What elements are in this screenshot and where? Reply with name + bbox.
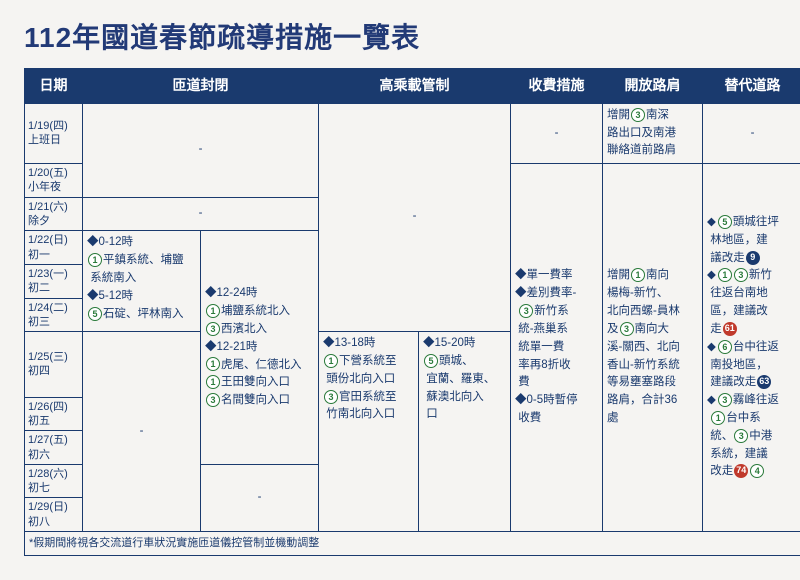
ramp-left-0125-0129: - (83, 332, 201, 532)
badge-1: 1 (711, 411, 725, 425)
badge-3: 3 (519, 304, 533, 318)
date-0126: 1/26(四) 初五 (25, 397, 83, 431)
badge-3: 3 (734, 268, 748, 282)
badge-1: 1 (206, 357, 220, 371)
ramp-left-0122-0124: ◆0-12時 1平鎮系統、埔鹽 系統南入 ◆5-12時 5石碇、坪林南入 (83, 231, 201, 332)
date-0120: 1/20(五) 小年夜 (25, 164, 83, 198)
col-date: 日期 (25, 69, 83, 104)
badge-1: 1 (206, 375, 220, 389)
badge-1: 1 (324, 354, 338, 368)
page-title: 112年國道春節疏導措施一覽表 (24, 16, 776, 56)
badge-3: 3 (206, 322, 220, 336)
footnote: *假期間將視各交流道行車狀況實施匝道儀控管制並機動調整 (25, 532, 800, 556)
badge-3: 3 (620, 322, 634, 336)
date-0125: 1/25(三) 初四 (25, 332, 83, 398)
toll-0119: - (511, 103, 603, 163)
date-0121: 1/21(六) 除夕 (25, 197, 83, 231)
date-0123: 1/23(一) 初二 (25, 264, 83, 298)
badge-3: 3 (631, 108, 645, 122)
date-0124: 1/24(二) 初三 (25, 298, 83, 332)
schedule-table: 日期 匝道封閉 高乘載管制 收費措施 開放路肩 替代道路 1/19(四) 上班日… (24, 68, 800, 556)
badge-9: 9 (746, 251, 760, 265)
badge-1: 1 (206, 304, 220, 318)
date-0119: 1/19(四) 上班日 (25, 103, 83, 163)
col-shoulder: 開放路肩 (603, 69, 703, 104)
badge-3: 3 (206, 393, 220, 407)
hov-0119-0124: - (319, 103, 511, 331)
col-ramp: 匝道封閉 (83, 69, 319, 104)
badge-1: 1 (631, 268, 645, 282)
badge-3: 3 (734, 429, 748, 443)
badge-3: 3 (718, 393, 732, 407)
alt-0120-0129: ◆5頭城往坪 林地區，建 議改走9 ◆13新竹 往返台南地 區，建議改 走61 … (703, 164, 800, 532)
badge-5: 5 (88, 307, 102, 321)
alt-0119: - (703, 103, 800, 163)
ramp-0119-0120: - (83, 103, 319, 197)
toll-0120-0129: ◆單一費率 ◆差別費率- 3新竹系 統-燕巢系 統單一費 率再8折收 費 ◆0-… (511, 164, 603, 532)
shoulder-0120-0129: 增開1南向 楊梅-新竹、 北向西螺-員林 及3南向大 溪-關西、北向 香山-新竹… (603, 164, 703, 532)
ramp-right-0122-0127: ◆12-24時 1埔鹽系統北入 3西濱北入 ◆12-21時 1虎尾、仁德北入 1… (201, 231, 319, 465)
shoulder-0119: 增開3南深 路出口及南港 聯絡道前路肩 (603, 103, 703, 163)
badge-61: 61 (723, 322, 737, 336)
date-0128: 1/28(六) 初七 (25, 464, 83, 498)
badge-1: 1 (88, 253, 102, 267)
ramp-0121: - (83, 197, 319, 231)
col-alt: 替代道路 (703, 69, 800, 104)
col-toll: 收費措施 (511, 69, 603, 104)
badge-5: 5 (424, 354, 438, 368)
ramp-right-0128-0129: - (201, 464, 319, 531)
badge-6: 6 (718, 340, 732, 354)
badge-4: 4 (750, 464, 764, 478)
hov-right-0125-0129: ◆15-20時 5頭城、 宜蘭、羅東、 蘇澳北向入 口 (419, 332, 511, 532)
date-0129: 1/29(日) 初八 (25, 498, 83, 532)
date-0122: 1/22(日) 初一 (25, 231, 83, 265)
badge-3: 3 (324, 390, 338, 404)
col-hov: 高乘載管制 (319, 69, 511, 104)
badge-1: 1 (718, 268, 732, 282)
badge-74: 74 (734, 464, 748, 478)
date-0127: 1/27(五) 初六 (25, 431, 83, 465)
hov-left-0125-0129: ◆13-18時 1下營系統至 頭份北向入口 3官田系統至 竹南北向入口 (319, 332, 419, 532)
badge-5: 5 (718, 215, 732, 229)
badge-63: 63 (757, 375, 771, 389)
